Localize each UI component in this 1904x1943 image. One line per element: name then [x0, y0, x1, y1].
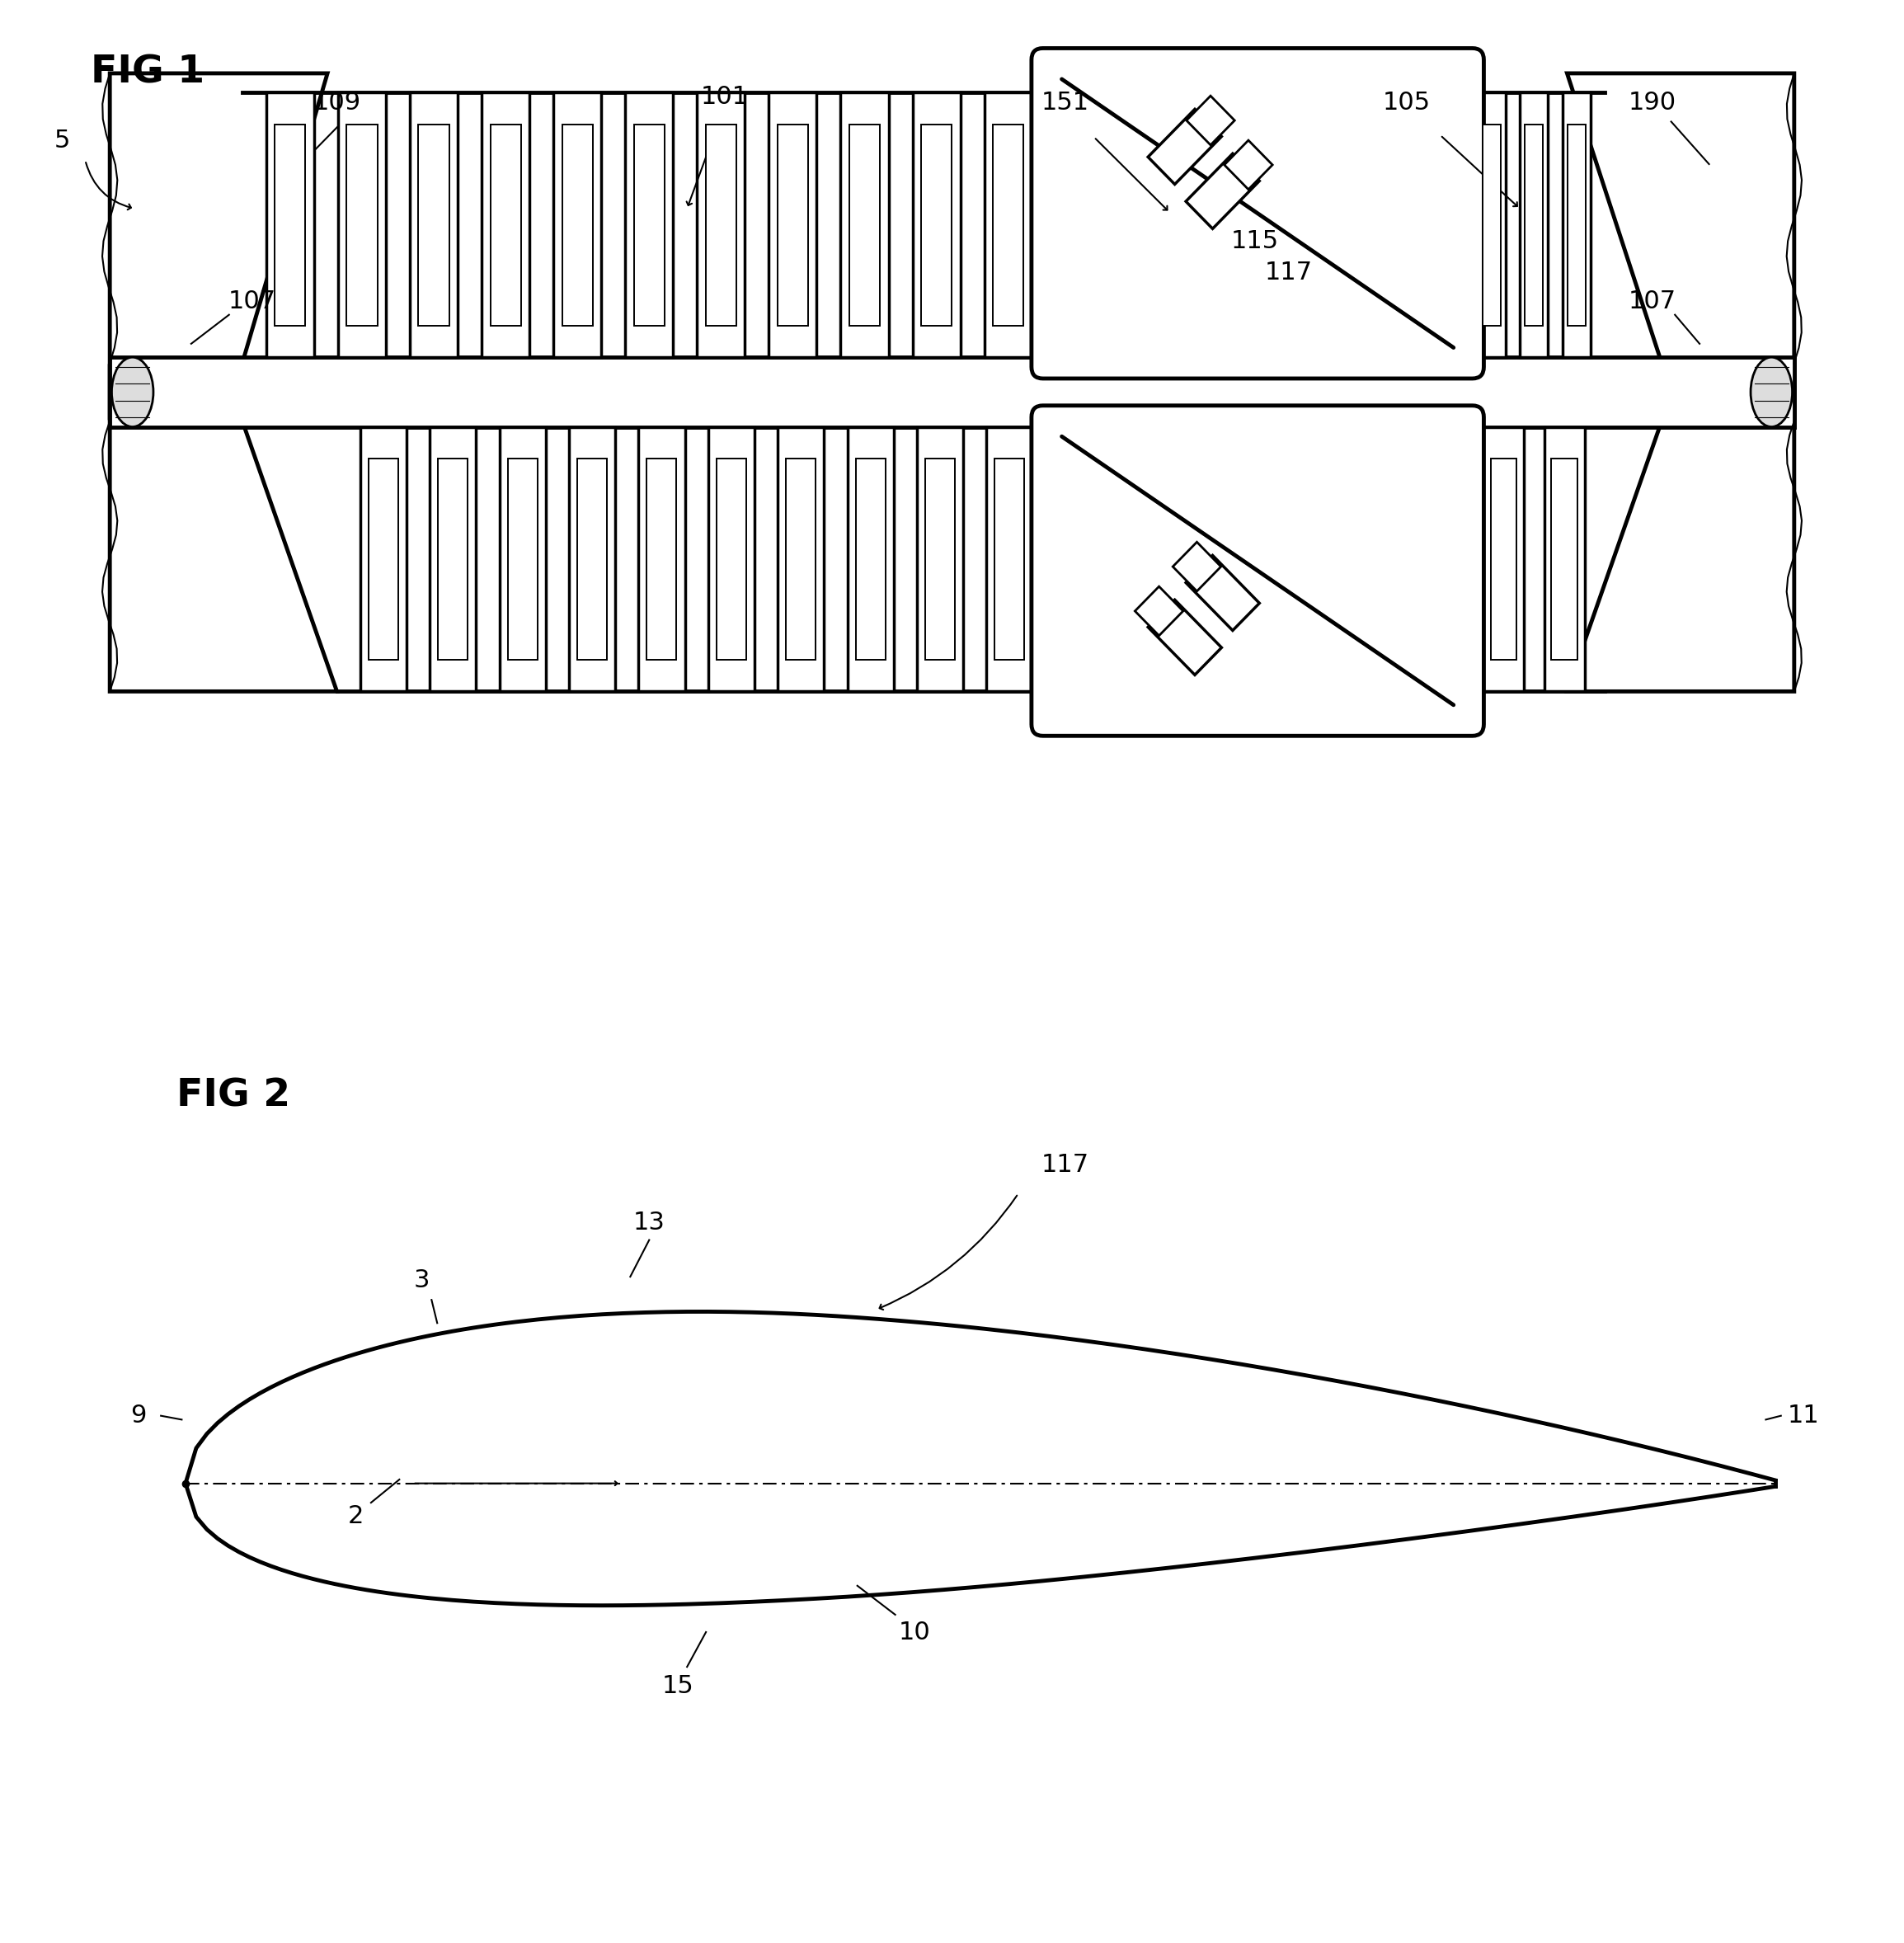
Bar: [482, 93, 529, 358]
Text: 115: 115: [1230, 229, 1279, 253]
Polygon shape: [1135, 587, 1182, 635]
Bar: [569, 427, 615, 692]
Bar: [847, 427, 893, 692]
Polygon shape: [1186, 153, 1259, 229]
Bar: [438, 459, 468, 661]
Bar: [777, 124, 807, 326]
Text: 5: 5: [55, 128, 70, 153]
Bar: [1491, 459, 1516, 661]
Bar: [1567, 124, 1586, 326]
Text: 15: 15: [661, 1675, 693, 1698]
Bar: [922, 124, 952, 326]
Bar: [706, 124, 737, 326]
Bar: [1525, 124, 1542, 326]
Bar: [110, 358, 1794, 427]
Bar: [855, 459, 885, 661]
Bar: [777, 427, 824, 692]
Text: 190: 190: [1628, 89, 1676, 115]
Bar: [554, 93, 602, 358]
Polygon shape: [110, 74, 327, 418]
Bar: [508, 459, 537, 661]
Bar: [274, 124, 305, 326]
Bar: [996, 459, 1024, 661]
Bar: [1544, 427, 1584, 692]
Text: 117: 117: [1264, 260, 1314, 284]
Bar: [697, 93, 744, 358]
Bar: [409, 93, 457, 358]
Ellipse shape: [112, 358, 154, 427]
Text: 117: 117: [1041, 1152, 1089, 1177]
Text: 10: 10: [899, 1620, 931, 1644]
Bar: [499, 427, 546, 692]
Bar: [430, 427, 476, 692]
Text: 107: 107: [228, 290, 276, 313]
Bar: [1478, 93, 1506, 358]
Text: 101: 101: [701, 85, 748, 109]
Bar: [577, 459, 607, 661]
Bar: [562, 124, 592, 326]
Polygon shape: [1173, 542, 1220, 591]
Bar: [1563, 93, 1590, 358]
Bar: [992, 124, 1024, 326]
Bar: [1552, 459, 1577, 661]
Bar: [708, 427, 754, 692]
Bar: [986, 427, 1032, 692]
Bar: [267, 93, 314, 358]
Polygon shape: [1186, 95, 1234, 146]
Bar: [419, 124, 449, 326]
FancyBboxPatch shape: [1032, 49, 1483, 379]
Text: 151: 151: [1041, 89, 1089, 115]
FancyBboxPatch shape: [1032, 406, 1483, 736]
Polygon shape: [1224, 140, 1272, 190]
Text: FIG 2: FIG 2: [175, 1078, 289, 1115]
Bar: [984, 93, 1032, 358]
Bar: [786, 459, 815, 661]
Bar: [918, 427, 963, 692]
Text: 107: 107: [1628, 290, 1676, 313]
Bar: [925, 459, 956, 661]
Bar: [625, 93, 674, 358]
Bar: [716, 459, 746, 661]
Bar: [339, 93, 387, 358]
Polygon shape: [1148, 600, 1222, 674]
Bar: [360, 427, 407, 692]
Bar: [1483, 427, 1523, 692]
Bar: [489, 124, 522, 326]
Bar: [369, 459, 398, 661]
Polygon shape: [1186, 556, 1259, 630]
Bar: [849, 124, 880, 326]
Text: FIG 1: FIG 1: [91, 54, 206, 91]
Ellipse shape: [1750, 358, 1792, 427]
Bar: [842, 93, 889, 358]
Text: 2: 2: [348, 1504, 364, 1527]
Bar: [912, 93, 960, 358]
Bar: [347, 124, 377, 326]
Polygon shape: [1567, 74, 1794, 418]
Bar: [647, 459, 676, 661]
Polygon shape: [1148, 109, 1222, 185]
Text: 3: 3: [413, 1269, 430, 1292]
Polygon shape: [1567, 389, 1794, 692]
Text: 11: 11: [1788, 1403, 1820, 1428]
Bar: [638, 427, 685, 692]
Bar: [1483, 124, 1500, 326]
Text: 109: 109: [312, 89, 362, 115]
Text: 9: 9: [129, 1403, 147, 1428]
Text: 13: 13: [634, 1210, 664, 1234]
Bar: [769, 93, 817, 358]
Polygon shape: [110, 367, 337, 692]
Text: 105: 105: [1382, 89, 1430, 115]
Bar: [1519, 93, 1548, 358]
Bar: [634, 124, 664, 326]
